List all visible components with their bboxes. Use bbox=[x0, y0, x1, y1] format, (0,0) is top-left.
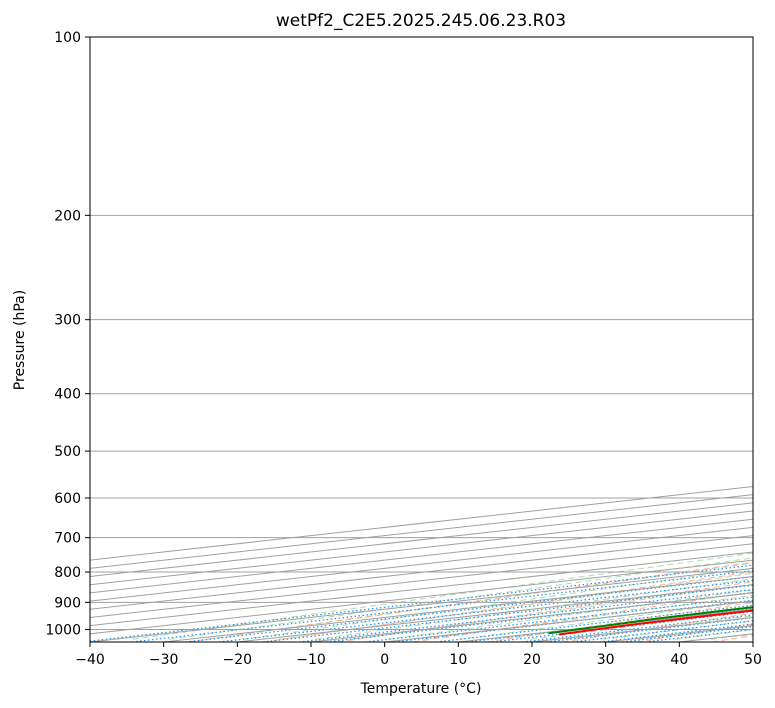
mixing-ratio-line bbox=[326, 591, 753, 642]
x-tick-label: 40 bbox=[670, 652, 688, 668]
dry-adiabat-line bbox=[636, 623, 753, 642]
isotherm-line bbox=[752, 641, 753, 642]
chart-title: wetPf2_C2E5.2025.245.06.23.R03 bbox=[276, 11, 566, 31]
mixing-ratio-lines bbox=[90, 564, 753, 642]
mixing-ratio-line bbox=[90, 564, 753, 642]
moist-adiabat-line bbox=[530, 610, 753, 640]
x-tick-label: −20 bbox=[223, 652, 253, 668]
moist-adiabat-line bbox=[459, 600, 753, 640]
dry-adiabat-line bbox=[338, 581, 753, 642]
isotherm-line bbox=[90, 559, 753, 635]
isotherm-line bbox=[90, 567, 753, 642]
moist-adiabats bbox=[132, 552, 753, 640]
isotherm-line bbox=[90, 535, 753, 610]
isotherm-line bbox=[90, 510, 753, 586]
moist-adiabat-line bbox=[423, 594, 753, 640]
moist-adiabat-line bbox=[243, 567, 753, 640]
x-tick-label: −40 bbox=[75, 652, 105, 668]
y-tick-label: 400 bbox=[54, 387, 81, 403]
dry-adiabat-line bbox=[263, 571, 753, 642]
isotherms bbox=[90, 485, 753, 642]
mixing-ratio-line bbox=[572, 620, 753, 642]
x-axis-ticks: −40 −30 −20 −10 0 10 20 30 40 50 bbox=[75, 642, 762, 668]
moist-adiabat-line bbox=[387, 589, 753, 640]
moist-adiabat-line bbox=[206, 562, 753, 640]
y-tick-label: 800 bbox=[54, 565, 81, 581]
moist-adiabat-line bbox=[674, 629, 753, 640]
isotherm-line bbox=[384, 600, 753, 642]
y-tick-label: 300 bbox=[54, 313, 81, 329]
x-tick-label: 30 bbox=[597, 652, 615, 668]
dewpoint-profile bbox=[548, 606, 753, 635]
x-tick-label: 20 bbox=[523, 652, 541, 668]
pressure-gridlines bbox=[90, 37, 753, 630]
mixing-ratio-line bbox=[299, 588, 753, 642]
x-tick-label: 10 bbox=[449, 652, 467, 668]
dry-adiabat-line bbox=[711, 635, 753, 642]
x-axis-title: Temperature (°C) bbox=[360, 681, 482, 697]
mixing-ratio-line bbox=[599, 623, 753, 642]
plot-frame bbox=[89, 36, 754, 643]
isotherm-line bbox=[310, 592, 753, 642]
x-tick-label: 0 bbox=[380, 652, 389, 668]
isotherm-line bbox=[90, 526, 753, 602]
y-tick-label: 100 bbox=[54, 30, 81, 46]
y-tick-label: 1000 bbox=[45, 622, 81, 638]
isotherm-line bbox=[90, 518, 753, 594]
dry-adiabat-line bbox=[562, 612, 753, 642]
isotherm-line bbox=[679, 633, 753, 642]
moist-adiabat-line bbox=[132, 552, 753, 640]
isotherm-line bbox=[605, 625, 753, 642]
moist-adiabat-line bbox=[566, 615, 753, 640]
moist-adiabat-line bbox=[711, 633, 753, 640]
dry-adiabat-line bbox=[487, 601, 753, 642]
y-axis-title: Pressure (hPa) bbox=[12, 290, 28, 390]
mixing-ratio-line bbox=[218, 579, 753, 642]
x-tick-label: −10 bbox=[296, 652, 326, 668]
y-tick-label: 500 bbox=[54, 444, 81, 460]
y-tick-label: 200 bbox=[54, 208, 81, 224]
y-axis-ticks: 1000 900 800 700 600 500 400 300 200 100 bbox=[45, 30, 90, 638]
x-tick-label: −30 bbox=[149, 652, 179, 668]
mixing-ratio-line bbox=[262, 584, 753, 642]
isotherm-line bbox=[531, 616, 753, 642]
isotherm-line bbox=[90, 485, 753, 561]
isotherm-line bbox=[90, 502, 753, 578]
y-tick-label: 900 bbox=[54, 595, 81, 611]
y-tick-label: 600 bbox=[54, 491, 81, 507]
isotherm-line bbox=[458, 608, 753, 642]
x-tick-label: 50 bbox=[744, 652, 762, 668]
isotherm-line bbox=[90, 494, 753, 569]
mixing-ratio-line bbox=[522, 614, 753, 642]
plot-area: 0.10.20.40.611.52346810131620253036-100-… bbox=[90, 37, 753, 642]
y-tick-label: 700 bbox=[54, 531, 81, 547]
moist-adiabat-line bbox=[279, 572, 753, 640]
